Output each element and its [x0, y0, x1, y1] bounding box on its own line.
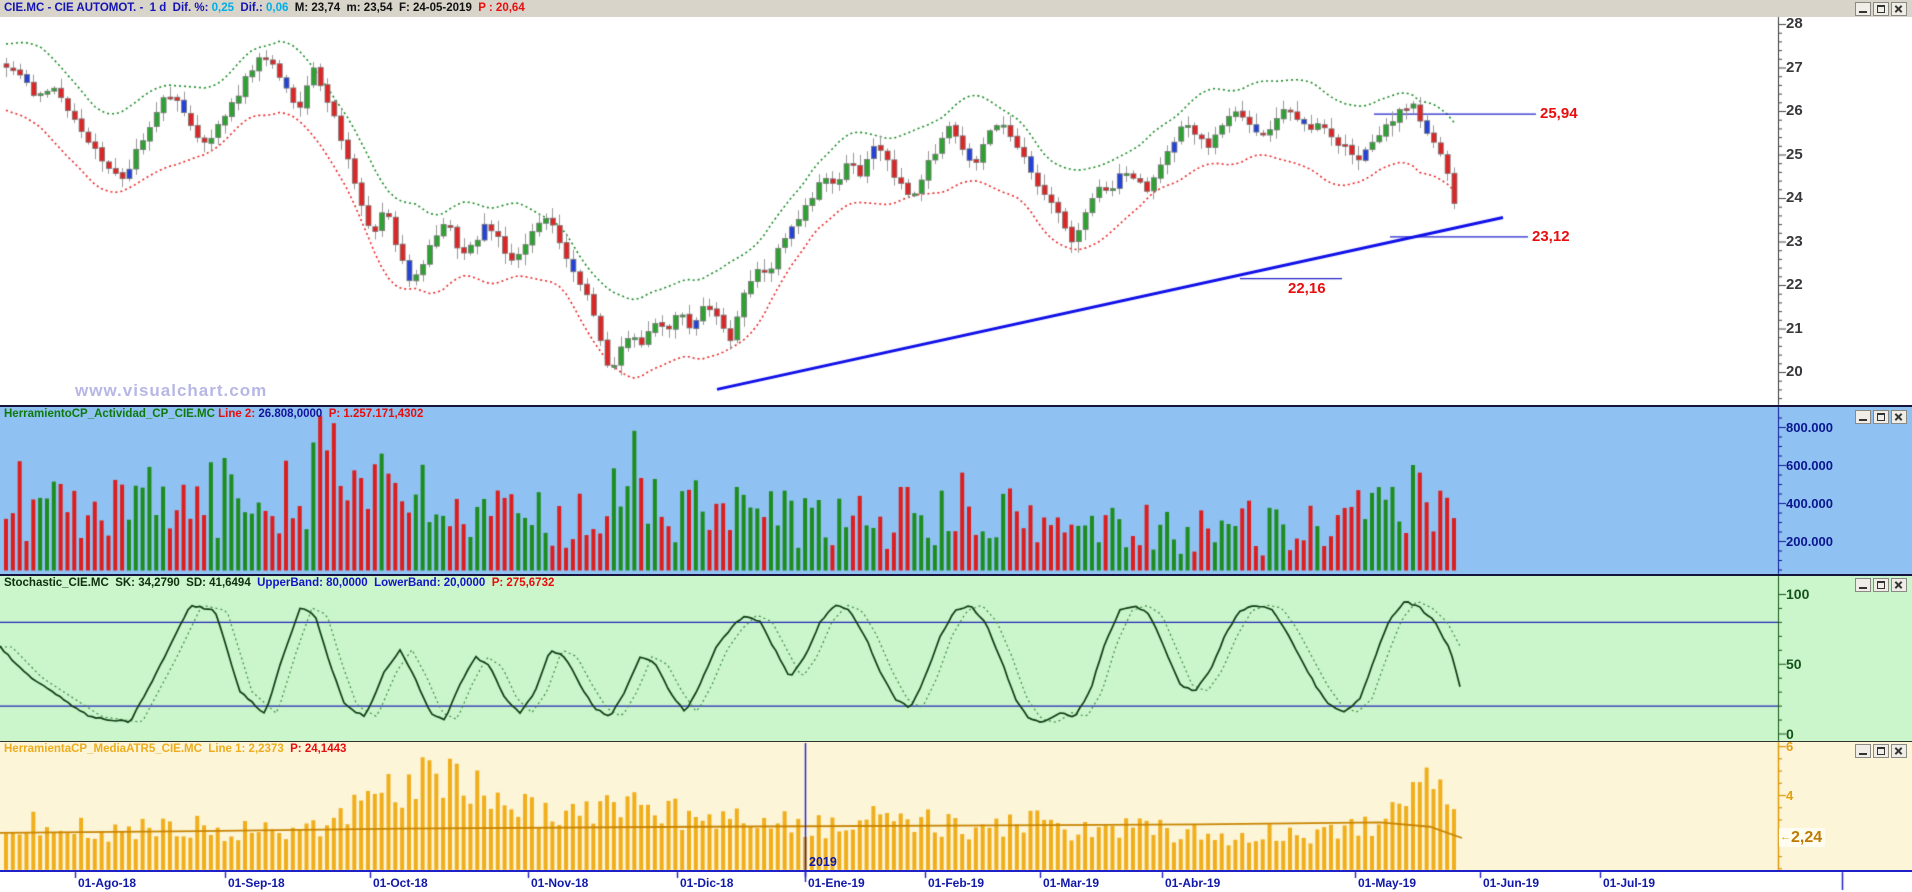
price-panel [0, 17, 1912, 405]
date-tick-label: 01-Oct-18 [373, 876, 428, 890]
axis-tick-label: 200.000 [1786, 534, 1833, 549]
price-level-label: 23,12 [1532, 228, 1570, 245]
visualchart-watermark: www.visualchart.com [75, 381, 268, 400]
date-tick-label: 01-Ene-19 [808, 876, 865, 890]
header-segment: CIE.MC - CIE AUTOMOT. - 1 d [4, 2, 173, 14]
header-segment: 26.808,0000 [258, 408, 329, 420]
axis-tick-label: 100 [1786, 586, 1810, 602]
axis-tick-label: 400.000 [1786, 496, 1833, 511]
instrument-title: CIE.MC - CIE AUTOMOT. - 1 d Dif. %: 0,25… [4, 2, 525, 14]
header-segment: Line 1: 2,2373 [208, 743, 291, 755]
maximize-button[interactable] [1873, 410, 1889, 424]
axis-tick-label: 25 [1786, 145, 1803, 163]
axis-tick-label: 26 [1786, 102, 1803, 119]
axis-tick-label: 22 [1786, 276, 1803, 293]
close-button[interactable] [1891, 578, 1907, 592]
header-segment: 0,06 [266, 2, 289, 14]
header-segment: Stochastic_CIE.MC SK: 34,2790 SD: 41,649… [4, 577, 258, 589]
header-segment: P : 20,64 [478, 2, 525, 14]
title-bar: CIE.MC - CIE AUTOMOT. - 1 d Dif. %: 0,25… [0, 0, 1912, 18]
axis-tick-label: 800.000 [1786, 420, 1833, 435]
header-segment: Line 2: [218, 408, 259, 420]
minimize-button[interactable] [1855, 2, 1871, 16]
header-segment: P: 275,6732 [491, 577, 555, 589]
minimize-button[interactable] [1855, 410, 1871, 424]
volume-panel [0, 407, 1912, 574]
price-axis[interactable]: 28272625242322212019 [1778, 17, 1912, 405]
axis-tick-label: 24 [1786, 189, 1803, 206]
date-tick-label: 01-Dic-18 [680, 876, 734, 890]
stochastic-header: Stochastic_CIE.MC SK: 34,2790 SD: 41,649… [4, 577, 554, 589]
axis-tick-label: 23 [1786, 232, 1803, 250]
axis-tick-label: 20 [1786, 363, 1803, 380]
stochastic-panel [0, 576, 1912, 741]
maximize-button[interactable] [1873, 744, 1889, 758]
panel-separator[interactable] [0, 405, 1912, 407]
header-segment: Dif.: [234, 2, 266, 14]
header-segment: HerramientaCP_MediaATR5_CIE.MC [4, 743, 209, 755]
maximize-button[interactable] [1873, 2, 1889, 16]
window-controls [1855, 744, 1907, 758]
date-tick-label: 01-Jun-19 [1483, 876, 1540, 890]
axis-tick-label: 600.000 [1786, 458, 1833, 473]
header-segment: UpperBand: 80,0000 [257, 577, 375, 589]
panel-separator[interactable] [0, 741, 1912, 742]
axis-tick-label: 21 [1786, 319, 1803, 337]
date-tick-label: 01-Mar-19 [1043, 876, 1100, 890]
atr-header: HerramientaCP_MediaATR5_CIE.MC Line 1: 2… [4, 743, 346, 755]
year-label: 2019 [809, 855, 837, 869]
close-button[interactable] [1891, 2, 1907, 16]
volume-header: HerramientoCP_Actividad_CP_CIE.MC Line 2… [4, 408, 423, 420]
header-segment: 0,25 [211, 2, 235, 14]
date-tick-label: 01-Nov-18 [531, 876, 589, 890]
header-segment: M: 23,74 m: 23,54 F: 24-05-2019 [288, 2, 479, 14]
header-segment: HerramientoCP_Actividad_CP_CIE.MC [4, 408, 219, 420]
header-segment: LowerBand: 20,0000 [374, 577, 492, 589]
axis-tick-label: 50 [1786, 655, 1802, 672]
panel-separator[interactable] [0, 574, 1912, 576]
window-controls [1855, 410, 1907, 424]
minimize-button[interactable] [1855, 744, 1871, 758]
price-level-label: 25,94 [1540, 105, 1578, 122]
header-segment: Dif. %: [172, 2, 212, 14]
maximize-button[interactable] [1873, 578, 1889, 592]
axis-tick-label: 6 [1786, 742, 1794, 755]
date-tick-label: 01-Sep-18 [228, 876, 285, 890]
volume-axis[interactable]: 800.000 600.000 400.000 200.000 [1778, 407, 1912, 574]
axis-tick-label: 0 [1786, 725, 1794, 742]
date-axis-labels[interactable]: 01-Ago-18 01-Sep-18 01-Oct-18 01-Nov-18 01-D… [0, 872, 1912, 892]
stochastic-axis[interactable]: 100 50 0 [1778, 576, 1912, 741]
axis-tick-label: 4 [1786, 788, 1794, 803]
close-button[interactable] [1891, 744, 1907, 758]
close-button[interactable] [1891, 410, 1907, 424]
price-level-label: 22,16 [1288, 280, 1326, 297]
date-tick-label: 01-Feb-19 [928, 876, 985, 890]
date-tick-label: 01-Ago-18 [78, 876, 137, 890]
atr-panel [0, 742, 1912, 870]
axis-tick-label: 28 [1786, 17, 1803, 32]
axis-tick-label: 27 [1786, 58, 1803, 76]
window-controls [1855, 578, 1907, 592]
date-tick-label: 01-May-19 [1358, 876, 1417, 890]
header-segment: P: 1.257.171,4302 [328, 408, 424, 420]
date-tick-label: 01-Abr-19 [1165, 876, 1221, 890]
header-segment: P: 24,1443 [290, 743, 347, 755]
minimize-button[interactable] [1855, 578, 1871, 592]
window-controls [1855, 2, 1907, 16]
date-tick-label: 01-Jul-19 [1603, 876, 1656, 890]
